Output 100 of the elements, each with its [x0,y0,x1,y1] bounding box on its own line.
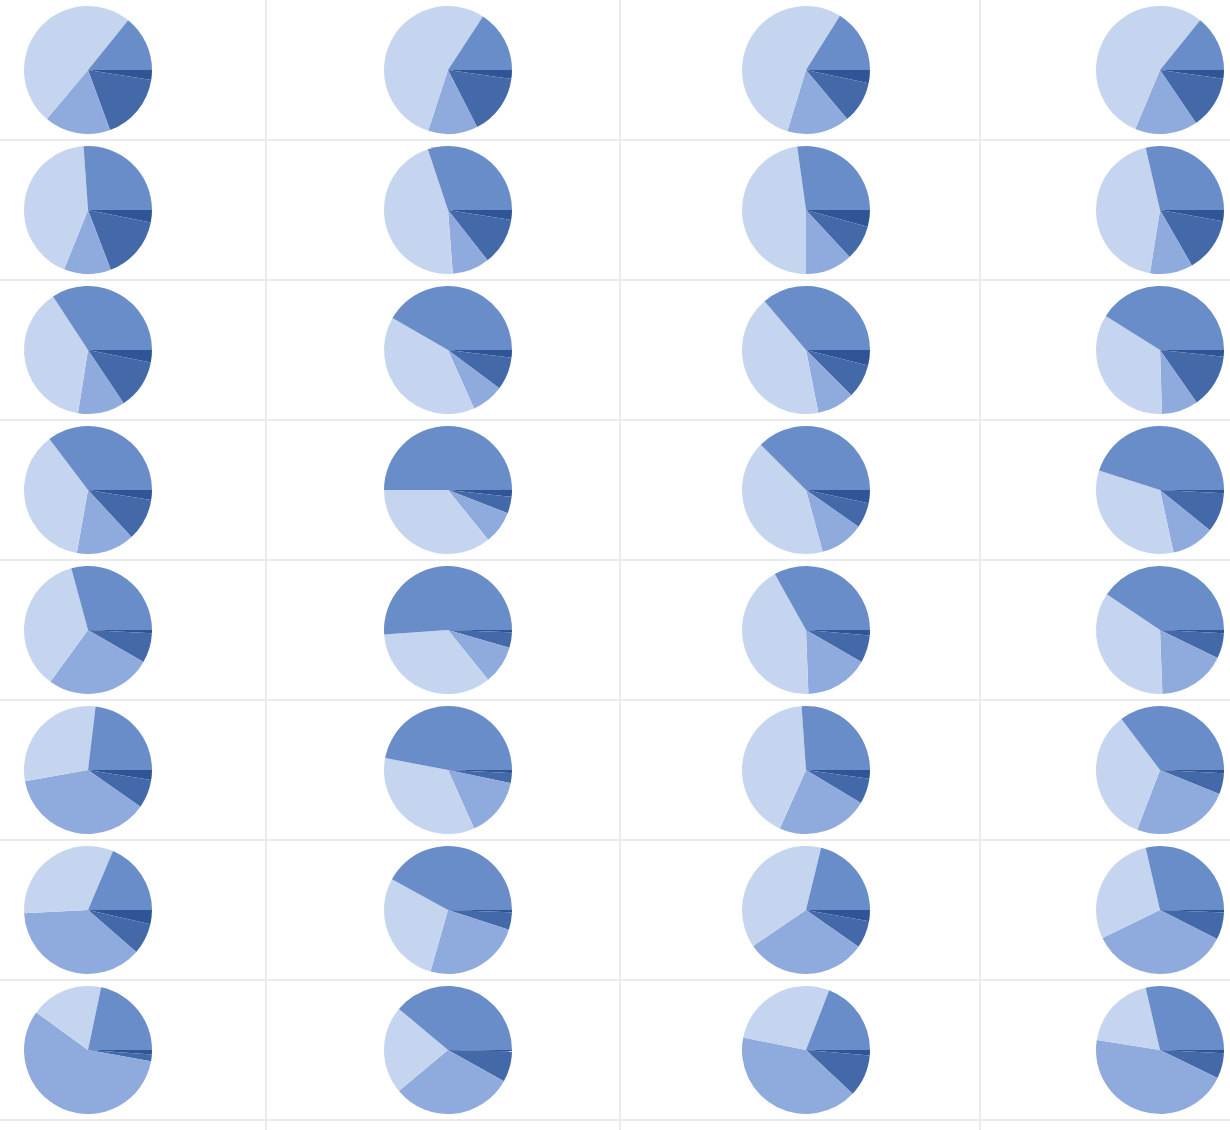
pie-slice [448,70,512,79]
pie-slice [384,630,489,694]
pie-slice [88,910,152,925]
pie-slice [806,350,852,413]
pie-slice [53,286,152,350]
pie-slice [1096,147,1160,274]
pie-slice [88,210,151,270]
pie-slice [448,1050,512,1082]
pie-slice [801,706,870,770]
pie-slice [24,146,88,270]
pie-slice [806,1050,870,1094]
pie-slice [1096,6,1201,130]
pie-slice [448,210,488,274]
pie-slice [384,490,489,554]
pie-slice [384,149,453,274]
pie-slice [88,490,152,537]
pie-slice [24,910,137,974]
pie-slice [1106,566,1224,630]
pie-slice [448,210,512,261]
pie-slice [1137,770,1220,834]
pie-slice [24,438,88,554]
pie-slice [1102,910,1218,974]
pie-slice [64,210,111,274]
pie-slice [88,70,152,81]
pie-slice [742,706,806,829]
pie-slice [88,350,151,404]
pie-slice [384,758,475,834]
pie-slice [806,210,868,257]
pie-slice [806,350,869,396]
pie-slice [24,6,129,120]
pie-slice [384,318,475,414]
pie-slice [806,1050,870,1056]
pie-slice [1135,70,1196,134]
pie-slice [806,490,859,552]
pie-slice [806,910,870,922]
pie-slice [448,210,512,221]
pie-slice [806,630,870,636]
pie-slice [1096,316,1163,414]
pie-slice [742,301,819,414]
pie-slice [398,986,512,1050]
pie-slice [760,426,870,490]
pie-slice [806,15,870,70]
pie-slice [448,490,508,540]
pie-slice [742,146,806,274]
pie-slice [806,210,850,274]
pie-slice [1160,210,1224,222]
pie-slice [1096,718,1160,830]
pie-slice [1096,470,1174,554]
pie-slice [1160,910,1224,940]
pie-slice [392,286,512,350]
pie-slice [743,986,830,1050]
pie-slice [448,630,512,648]
pie-slice [88,70,152,131]
pie-slice [88,210,152,223]
pie-slice [1099,426,1224,490]
pie-slice [88,910,151,953]
pie-slice [385,706,512,770]
pie-slice [448,70,512,128]
pie-slice [806,630,870,662]
pie-slice [742,1037,853,1114]
pie-slice [806,490,869,527]
pie-slice [83,146,152,210]
pie-slice [1096,594,1163,694]
pie-slice [448,490,512,497]
pie-slice [391,846,512,910]
pie-slice [448,770,511,829]
pie-slice [1145,986,1224,1050]
pie-slice [1160,350,1224,357]
pie-slice [1121,706,1224,770]
pie-slice [77,350,124,414]
pie-slice [448,16,512,70]
pie-slice [24,1012,152,1114]
pie-slice [1160,70,1224,79]
pie-slice [806,910,870,947]
pie-slice [448,490,512,514]
pie-slice [774,566,870,630]
pie-slice [1096,1039,1218,1114]
pie-slice [448,770,512,784]
pie-slice [1160,350,1224,403]
pie-slice [797,146,870,210]
pie-slice [24,770,141,834]
pie-slice [1160,770,1224,794]
pie-slice [384,879,448,972]
pie-slice [384,566,512,635]
pie-slice [806,70,870,84]
pie-slice [430,910,509,974]
pie-slice [1149,210,1192,274]
pie-slice [24,568,88,682]
pie-slice [50,630,144,694]
pie-slice [1160,210,1224,266]
pie-slice [76,490,132,554]
pie-slice [1105,286,1224,350]
pie-slice [88,770,152,807]
pie-slice [24,296,88,414]
pie-slice [1160,350,1197,414]
pie-slice [88,350,152,363]
pie-slice [1096,847,1160,938]
pie-slice [448,350,512,358]
pie-slice [384,426,512,490]
pie-slice [1145,846,1224,910]
